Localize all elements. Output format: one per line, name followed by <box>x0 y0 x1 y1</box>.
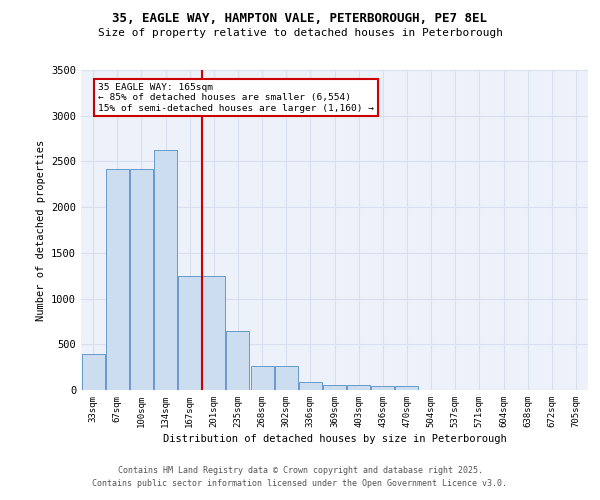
Bar <box>130 168 153 390</box>
Text: 35 EAGLE WAY: 165sqm
← 85% of detached houses are smaller (6,554)
15% of semi-de: 35 EAGLE WAY: 165sqm ← 85% of detached h… <box>98 83 374 112</box>
X-axis label: Distribution of detached houses by size in Peterborough: Distribution of detached houses by size … <box>163 434 506 444</box>
Bar <box>251 366 274 390</box>
Bar <box>82 354 104 390</box>
Bar <box>178 276 201 390</box>
Bar <box>347 385 370 390</box>
Bar <box>154 150 177 390</box>
Bar <box>275 366 298 390</box>
Bar <box>395 386 418 390</box>
Bar <box>371 386 394 390</box>
Bar <box>323 385 346 390</box>
Bar <box>202 276 225 390</box>
Text: Contains HM Land Registry data © Crown copyright and database right 2025.
Contai: Contains HM Land Registry data © Crown c… <box>92 466 508 487</box>
Y-axis label: Number of detached properties: Number of detached properties <box>35 140 46 320</box>
Bar <box>299 382 322 390</box>
Bar <box>106 168 128 390</box>
Bar <box>226 332 250 390</box>
Text: Size of property relative to detached houses in Peterborough: Size of property relative to detached ho… <box>97 28 503 38</box>
Text: 35, EAGLE WAY, HAMPTON VALE, PETERBOROUGH, PE7 8EL: 35, EAGLE WAY, HAMPTON VALE, PETERBOROUG… <box>113 12 487 26</box>
